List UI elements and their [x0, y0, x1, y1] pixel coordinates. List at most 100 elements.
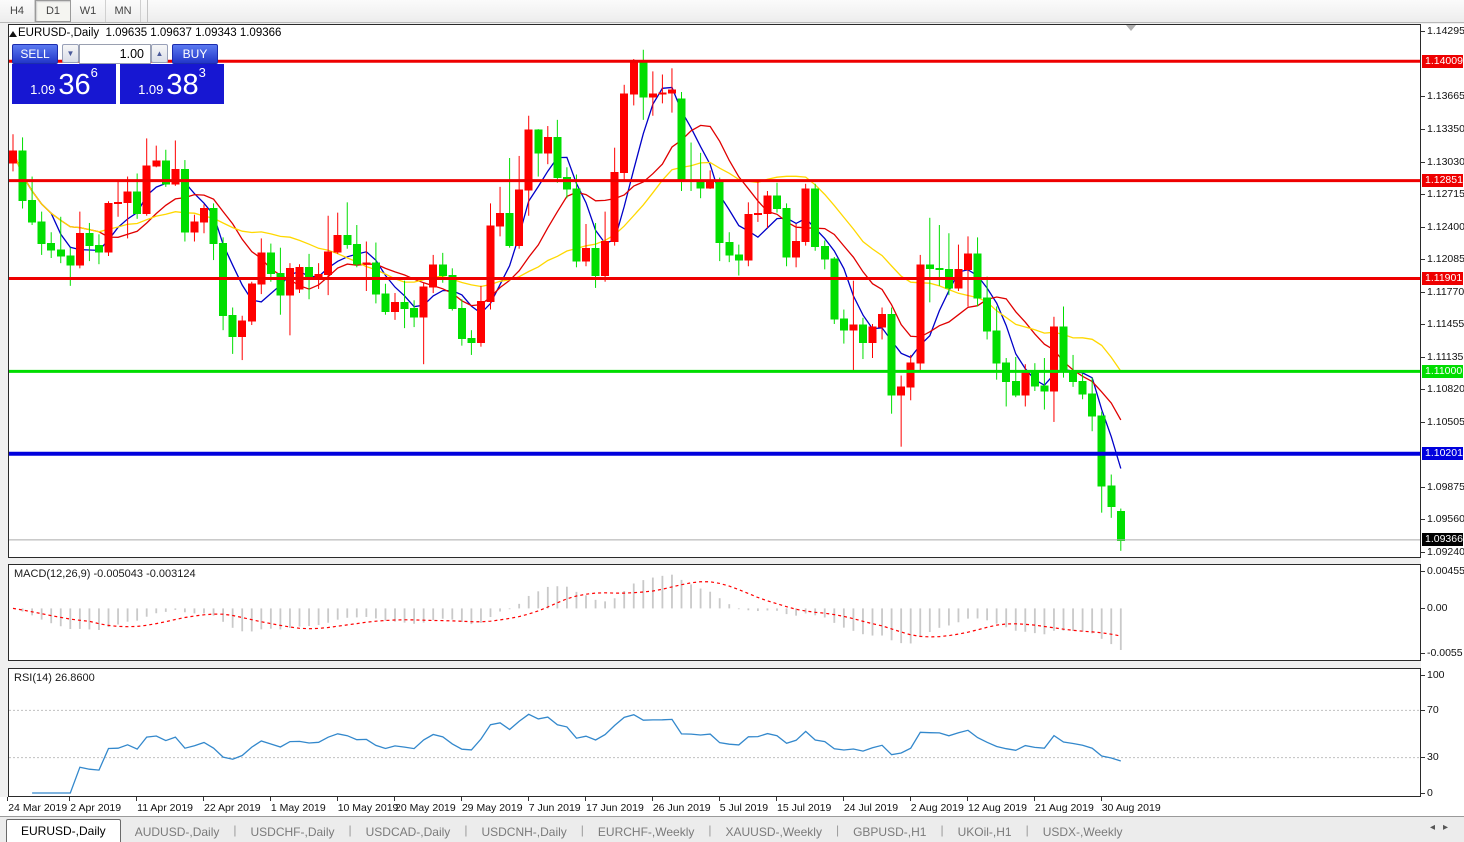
chart-tab-usdcad[interactable]: USDCAD-,Daily — [365, 824, 451, 839]
macd-axis-label: 0.00 — [1427, 601, 1448, 614]
chart-tab-audusd[interactable]: AUDUSD-,Daily — [134, 824, 220, 839]
sell-button[interactable]: SELL — [12, 44, 58, 64]
buy-price-figure: 1.09 — [138, 82, 164, 97]
date-axis-label: 1 May 2019 — [270, 802, 326, 814]
chart-tab-ukoil[interactable]: UKOil-,H1 — [957, 824, 1012, 839]
macd-panel[interactable] — [8, 564, 1421, 661]
date-axis-label: 5 Jul 2019 — [719, 802, 769, 814]
tab-separator: | — [940, 822, 944, 837]
axis-tick — [1421, 31, 1425, 33]
timeframe-toolbar: H4 D1 W1 MN — [0, 0, 1464, 23]
tab-scroll-arrows[interactable]: ◂▸ — [1429, 822, 1456, 833]
price-axis-label: 1.12400 — [1427, 220, 1464, 233]
price-axis-label: 1.11770 — [1427, 285, 1464, 298]
tab-separator: | — [580, 822, 584, 837]
date-axis-label: 26 Jun 2019 — [652, 802, 711, 814]
date-tick — [136, 797, 138, 801]
axis-tick — [1421, 709, 1425, 711]
price-axis-label: 1.12715 — [1427, 188, 1464, 201]
price-axis-label: 1.09560 — [1427, 513, 1464, 526]
chart-tabbar: EURUSD-,Daily AUDUSD-,Daily | USDCHF-,Daily… — [0, 816, 1464, 842]
date-tick — [1100, 797, 1102, 801]
chart-tab-eurchf[interactable]: EURCHF-,Weekly — [597, 824, 695, 839]
buy-price-display[interactable]: 1.09 38 3 — [120, 64, 224, 104]
date-axis-label: 12 Aug 2019 — [968, 802, 1027, 814]
macd-main-value: -0.005043 — [93, 568, 144, 580]
price-level-badge: 1.11901 — [1422, 272, 1463, 286]
price-axis-label: 1.10505 — [1427, 415, 1464, 428]
price-level-badge: 1.12851 — [1422, 174, 1463, 188]
axis-tick — [1421, 674, 1425, 676]
buy-button[interactable]: BUY — [172, 44, 218, 64]
chart-ohlc-values: 1.09635 1.09637 1.09343 1.09366 — [105, 27, 282, 39]
candlestick-chart — [9, 49, 1420, 551]
date-tick — [967, 797, 968, 801]
axis-tick — [1421, 519, 1425, 521]
macd-axis-label: 0.00455 — [1427, 564, 1464, 577]
date-tick — [69, 797, 71, 801]
tab-separator: | — [348, 822, 352, 837]
axis-tick — [1421, 96, 1425, 98]
lot-increase-button[interactable]: ▲ — [151, 44, 168, 63]
date-axis-label: 30 Aug 2019 — [1101, 802, 1161, 814]
rsi-axis-label: 100 — [1427, 668, 1445, 681]
date-tick — [776, 797, 777, 801]
price-axis-label: 1.11135 — [1427, 351, 1464, 363]
sell-price-figure: 1.09 — [30, 82, 56, 97]
chart-tab-usdchf[interactable]: USDCHF-,Daily — [250, 824, 335, 839]
chart-tab-gbpusd[interactable]: GBPUSD-,H1 — [853, 824, 927, 839]
axis-tick — [1421, 226, 1425, 228]
price-axis[interactable] — [1421, 24, 1464, 797]
axis-tick — [1421, 128, 1425, 130]
date-axis-label: 11 Apr 2019 — [137, 802, 193, 814]
lot-decrease-button[interactable]: ▼ — [62, 44, 79, 63]
timeframe-button-w1[interactable]: W1 — [71, 0, 106, 22]
price-level-badge: 1.09366 — [1422, 533, 1463, 547]
date-axis[interactable]: 24 Mar 2019 2 Apr 2019 11 Apr 2019 22 Apr 2… — [0, 797, 1464, 816]
date-tick — [336, 797, 338, 801]
date-tick — [1033, 797, 1035, 801]
date-axis-label: 22 Apr 2019 — [204, 802, 261, 814]
timeframe-button-d1[interactable]: D1 — [35, 0, 71, 22]
chart-tab-usdcnh[interactable]: USDCNH-,Daily — [481, 824, 567, 839]
axis-tick — [1421, 486, 1425, 488]
sell-price-display[interactable]: 1.09 36 6 — [12, 64, 116, 104]
price-axis-label: 1.12085 — [1427, 253, 1464, 266]
price-axis-label: 1.09240 — [1427, 546, 1464, 559]
date-axis-label: 15 Jul 2019 — [777, 802, 832, 814]
price-axis-label: 1.13665 — [1427, 90, 1464, 103]
chart-tab-usdx[interactable]: USDX-,Weekly — [1042, 824, 1123, 839]
chart-title: EURUSD-,Daily 1.09635 1.09637 1.09343 1.… — [18, 27, 281, 39]
buy-price-point: 3 — [198, 65, 206, 80]
date-tick — [718, 797, 720, 801]
date-tick — [269, 797, 271, 801]
tab-separator: | — [464, 822, 468, 837]
timeframe-button-h4[interactable]: H4 — [0, 0, 35, 22]
date-axis-label: 20 May 2019 — [395, 802, 456, 814]
date-tick — [585, 797, 586, 801]
date-tick — [460, 797, 462, 801]
tab-separator: | — [708, 822, 712, 837]
timeframe-button-mn[interactable]: MN — [106, 0, 141, 22]
chart-tab-eurusd[interactable]: EURUSD-,Daily — [6, 819, 121, 842]
date-axis-label: 29 May 2019 — [461, 802, 523, 814]
axis-tick — [1421, 389, 1425, 391]
price-level-badge: 1.10201 — [1422, 447, 1463, 461]
price-axis-label: 1.13350 — [1427, 122, 1464, 135]
date-axis-label: 7 Jun 2019 — [528, 802, 581, 814]
chart-tab-xauusd[interactable]: XAUUSD-,Weekly — [725, 824, 822, 839]
one-click-collapse-icon[interactable] — [9, 31, 17, 37]
lot-size-input[interactable]: 1.00 — [79, 44, 151, 64]
date-tick — [842, 797, 844, 801]
rsi-value: 26.8600 — [54, 672, 95, 684]
chart-shift-marker-icon[interactable] — [1126, 25, 1136, 31]
rsi-axis-label: 70 — [1427, 703, 1439, 716]
price-chart-panel[interactable] — [8, 24, 1421, 558]
rsi-panel[interactable] — [8, 668, 1421, 797]
axis-tick — [1421, 421, 1425, 423]
sell-price-point: 6 — [90, 65, 98, 80]
rsi-chart — [9, 709, 1420, 794]
rsi-axis-label: 30 — [1427, 751, 1439, 764]
axis-tick — [1421, 324, 1425, 325]
